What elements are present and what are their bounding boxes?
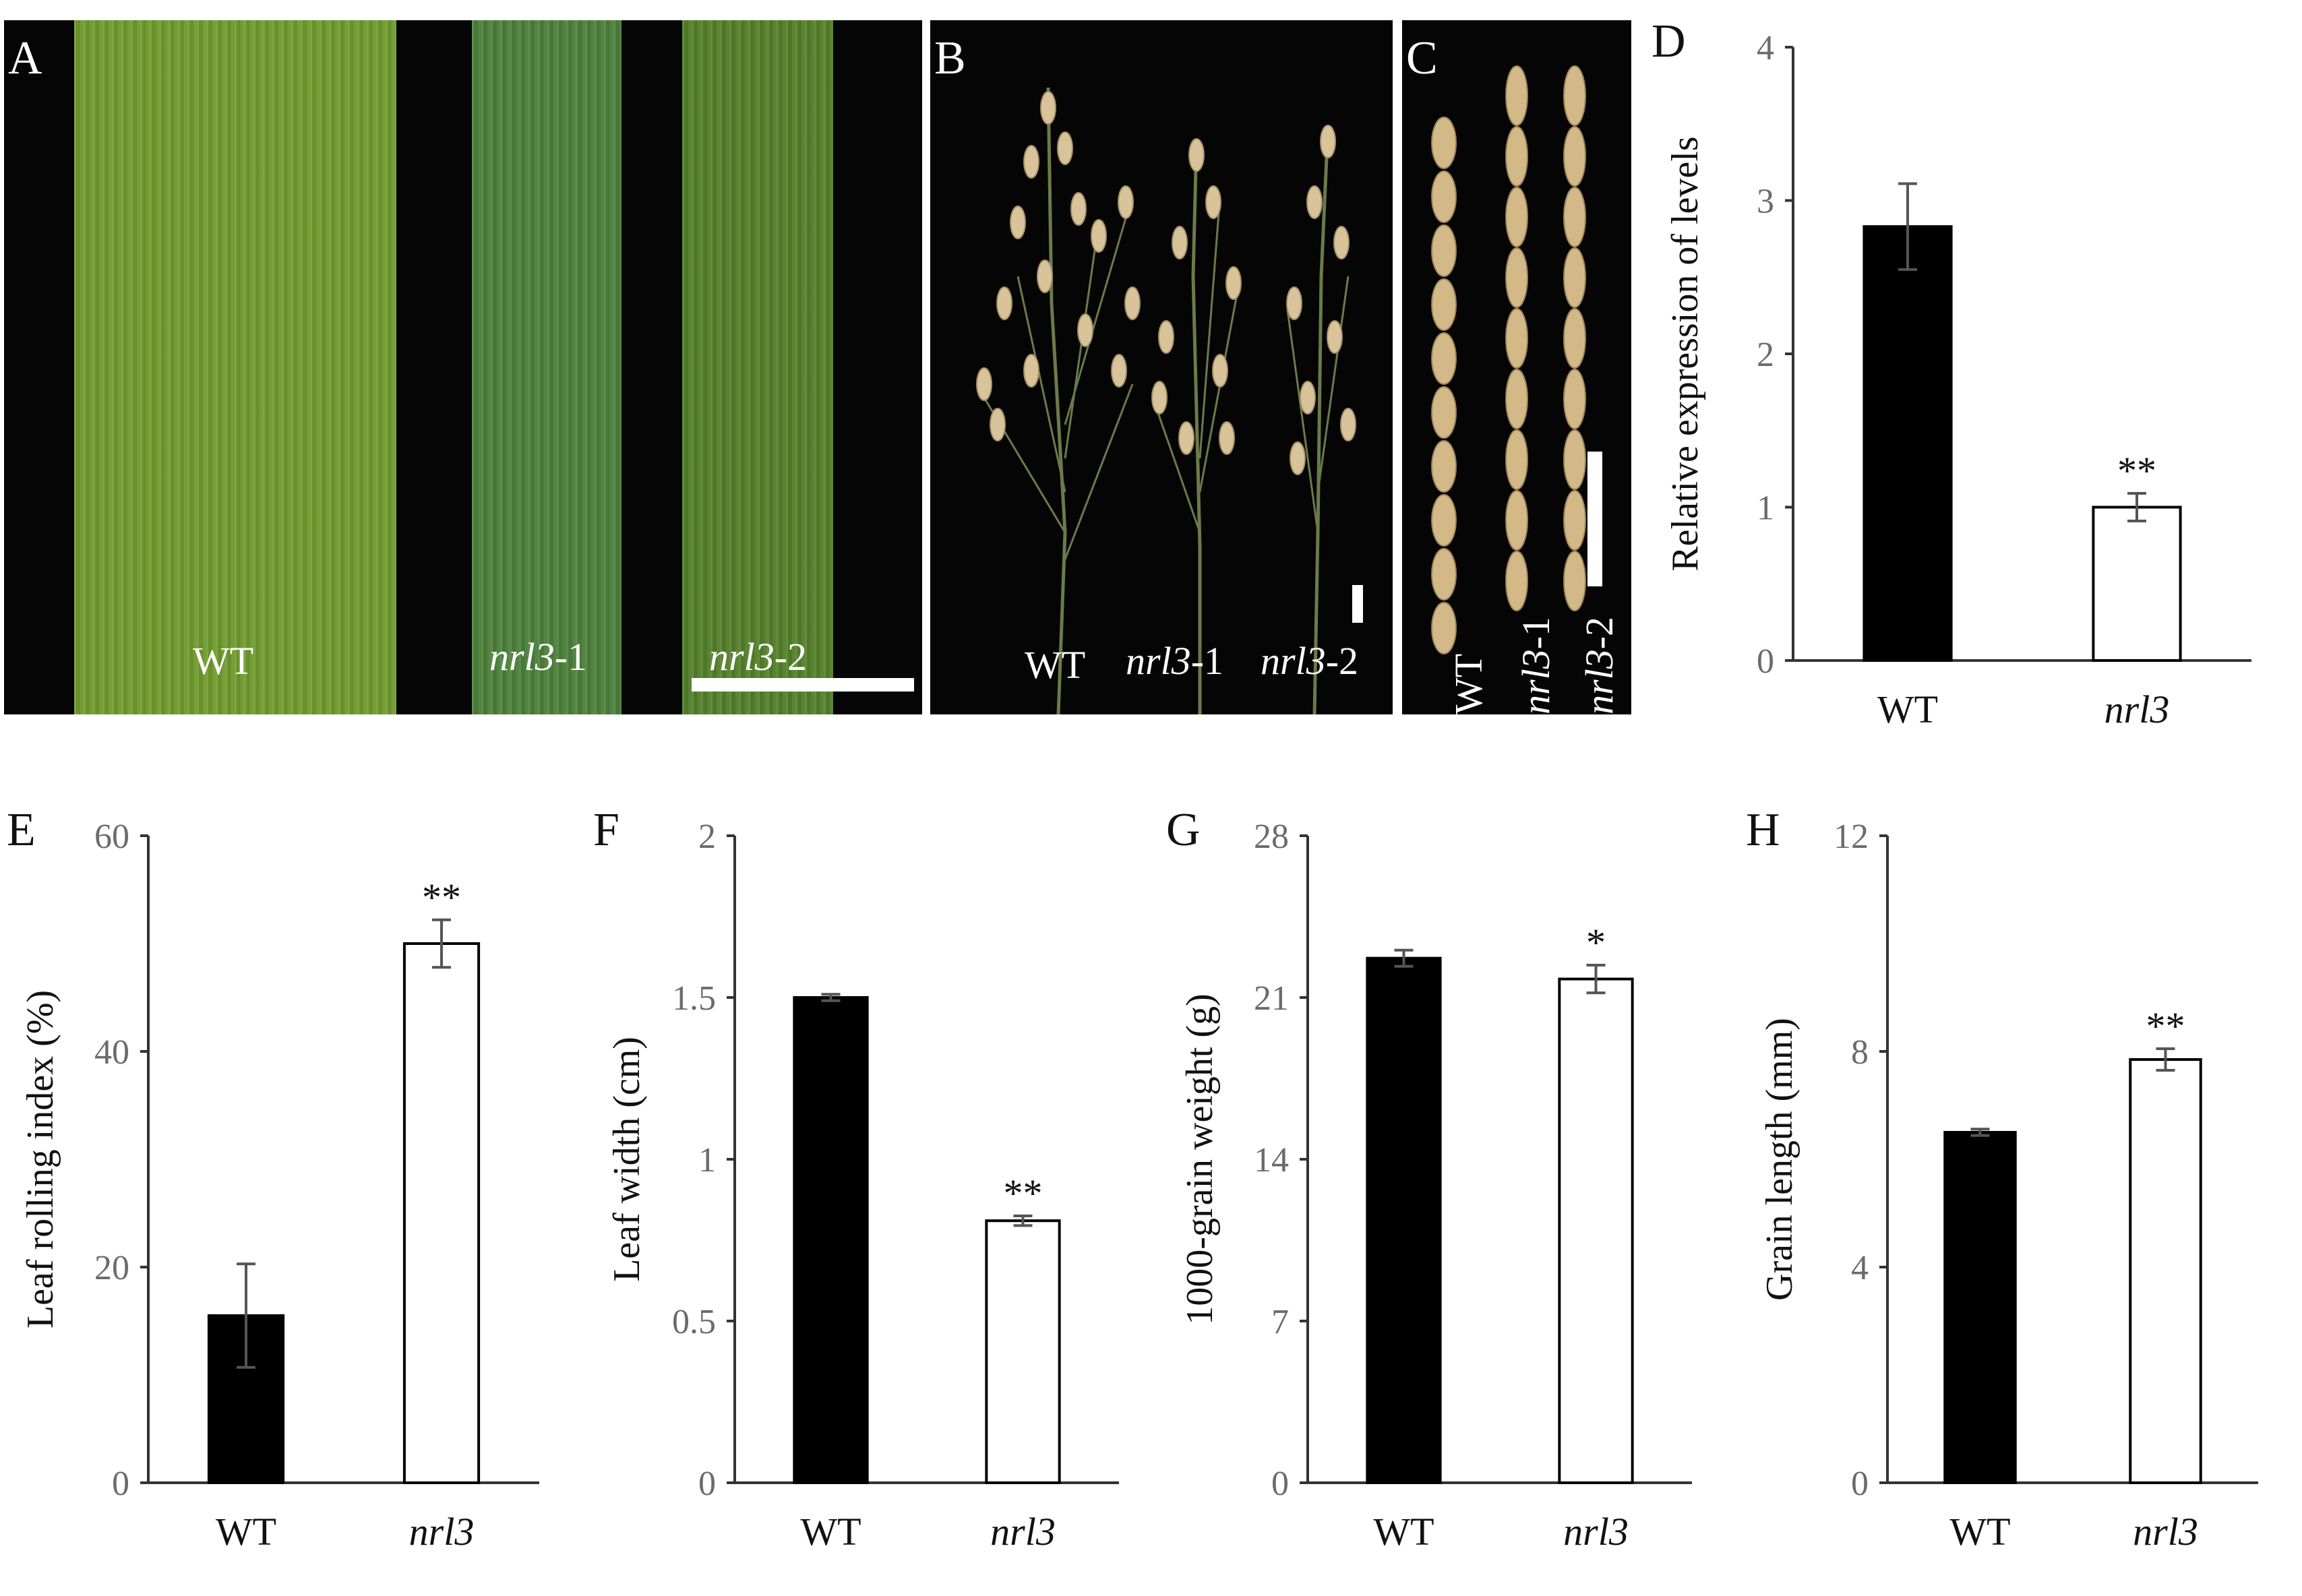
panel-letter: D xyxy=(1652,16,1686,67)
bar-wt xyxy=(793,996,869,1484)
x-category-label: nrl3 xyxy=(2133,1510,2198,1554)
x-category-label: WT xyxy=(1877,687,1938,731)
y-tick-label: 4 xyxy=(1757,29,1774,67)
chart-panel-e: E 0 20 40 60 Leaf rolling index (%) WT ** nrl3 xyxy=(0,802,580,1591)
label-nrl3-2: nrl3-2 xyxy=(1577,616,1621,714)
y-tick-label: 1 xyxy=(1757,489,1774,528)
bar-wt xyxy=(1862,225,1953,662)
panel-letter: H xyxy=(1746,804,1780,856)
label-nrl3-1: nrl3-1 xyxy=(1514,616,1558,714)
x-category-label: WT xyxy=(1949,1510,2010,1554)
panel-b-panicle-photo: B WT nrl3-1 nrl3-2 xyxy=(930,20,1393,714)
label-wt: WT xyxy=(1447,653,1490,714)
bar-mutant xyxy=(2129,1058,2202,1484)
chart-svg: H 0 4 8 12 Grain length (mm) WT ** nrl3 xyxy=(1746,804,2258,1554)
grain-illustration xyxy=(1431,65,1586,654)
label-nrl3-1: nrl3-1 xyxy=(1126,639,1224,683)
y-axis-label: 1000-grain weight (g) xyxy=(1179,993,1221,1324)
x-category-label: WT xyxy=(1373,1510,1434,1554)
y-tick-label: 0 xyxy=(112,1465,129,1503)
wt-leaf-image xyxy=(74,20,396,714)
bar-mutant xyxy=(402,942,481,1484)
panel-letter-a: A xyxy=(8,32,42,84)
chart-panel-f: F 0 0.5 1 1.5 2 Leaf width (cm) WT ** nrl3 xyxy=(586,802,1159,1591)
chart-svg: G 0 7 14 21 28 1000-grain weight (g) WT * nrl3 xyxy=(1166,804,1692,1554)
y-tick-label: 0 xyxy=(1757,642,1774,681)
scale-bar xyxy=(1352,585,1363,623)
y-tick-label: 8 xyxy=(1851,1033,1869,1072)
y-axis-label: Grain length (mm) xyxy=(1759,1018,1800,1301)
x-category-label: WT xyxy=(216,1510,276,1554)
x-category-label: nrl3 xyxy=(1563,1510,1629,1554)
chart-panel-h: H 0 4 8 12 Grain length (mm) WT ** nrl3 xyxy=(1739,802,2299,1591)
y-tick-label: 40 xyxy=(94,1033,129,1072)
y-tick-label: 2 xyxy=(698,818,716,856)
y-tick-label: 4 xyxy=(1851,1249,1869,1287)
chart-svg: E 0 20 40 60 Leaf rolling index (%) WT ** nrl3 xyxy=(7,804,539,1554)
significance-mark: ** xyxy=(2146,1004,2185,1048)
panel-c-grain-photo: C WT nrl3-1 nrl3-2 xyxy=(1402,20,1631,714)
panel-letter: F xyxy=(593,804,619,856)
bar-mutant xyxy=(985,1219,1061,1484)
label-nrl3-2: nrl3-2 xyxy=(709,635,808,679)
significance-mark: ** xyxy=(2117,449,2156,493)
panicle-illustration xyxy=(976,87,1356,714)
significance-mark: * xyxy=(1586,921,1606,964)
x-category-label: nrl3 xyxy=(409,1510,475,1554)
chart-panel-g: G 0 7 14 21 28 1000-grain weight (g) WT * nrl3 xyxy=(1159,802,1732,1591)
y-tick-label: 21 xyxy=(1254,979,1289,1018)
y-axis-label: Leaf width (cm) xyxy=(606,1037,648,1282)
chart-panel-d: D 0 1 2 3 4 Relative expression of levels WT ** n… xyxy=(1645,13,2292,768)
y-tick-label: 3 xyxy=(1757,183,1774,221)
y-axis-label: Leaf rolling index (%) xyxy=(20,990,61,1328)
y-tick-label: 0.5 xyxy=(672,1303,716,1341)
y-tick-label: 1 xyxy=(698,1141,716,1179)
nrl3-1-leaf-image xyxy=(472,20,622,714)
panel-letter-c: C xyxy=(1406,32,1438,84)
bar-wt xyxy=(1943,1131,2017,1484)
y-tick-label: 7 xyxy=(1271,1303,1289,1341)
nrl3-2-leaf-image xyxy=(682,20,833,714)
label-nrl3-2: nrl3-2 xyxy=(1261,639,1359,683)
y-tick-label: 0 xyxy=(1851,1465,1869,1503)
panel-letter-b: B xyxy=(934,32,966,84)
y-tick-label: 60 xyxy=(94,818,129,856)
bar-mutant xyxy=(1558,977,1634,1485)
y-axis-label: Relative expression of levels xyxy=(1664,136,1706,571)
y-tick-label: 20 xyxy=(94,1249,129,1287)
x-category-label: nrl3 xyxy=(2104,687,2170,731)
panel-letter: G xyxy=(1166,804,1201,856)
panel-a-leaf-photo: A WT nrl3-1 nrl3-2 xyxy=(4,20,922,714)
significance-mark: ** xyxy=(1004,1171,1043,1215)
y-tick-label: 12 xyxy=(1834,818,1869,856)
chart-svg: D 0 1 2 3 4 Relative expression of levels WT ** n… xyxy=(1652,16,2251,731)
label-wt: WT xyxy=(193,639,254,683)
x-category-label: WT xyxy=(800,1510,861,1554)
bar-wt xyxy=(1366,956,1442,1484)
scale-bar xyxy=(692,678,914,692)
y-tick-label: 0 xyxy=(698,1465,716,1503)
panel-letter: E xyxy=(7,804,36,856)
significance-mark: ** xyxy=(422,876,461,919)
x-category-label: nrl3 xyxy=(990,1510,1056,1554)
y-tick-label: 0 xyxy=(1271,1465,1289,1503)
y-tick-label: 1.5 xyxy=(672,979,716,1018)
label-wt: WT xyxy=(1025,643,1086,687)
y-tick-label: 14 xyxy=(1254,1141,1289,1179)
scale-bar xyxy=(1587,452,1602,586)
chart-svg: F 0 0.5 1 1.5 2 Leaf width (cm) WT ** nrl3 xyxy=(593,804,1119,1554)
y-tick-label: 2 xyxy=(1757,336,1774,374)
y-tick-label: 28 xyxy=(1254,818,1289,856)
label-nrl3-1: nrl3-1 xyxy=(489,635,588,679)
bar-mutant xyxy=(2092,505,2182,662)
